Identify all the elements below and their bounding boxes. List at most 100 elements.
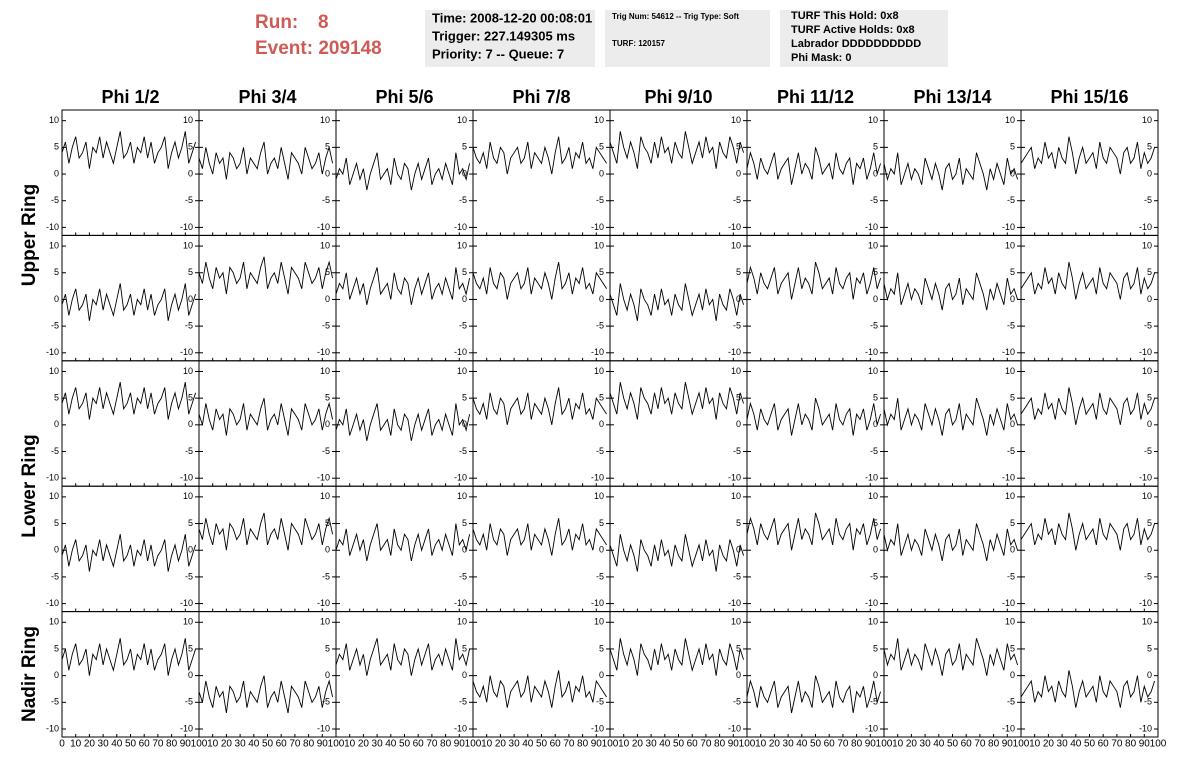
panel-frame: [198, 611, 337, 738]
y-tick-label: 10: [320, 240, 330, 250]
y-tick-label: 10: [594, 240, 604, 250]
x-tick-label: 70: [426, 739, 438, 750]
waveform: [1020, 261, 1155, 300]
x-tick-label: 80: [303, 739, 315, 750]
y-tick-label: 10: [594, 491, 604, 501]
panel-frame: [1020, 485, 1159, 613]
y-tick-label: 0: [1010, 419, 1015, 429]
info-line: TURF Active Holds: 0x8: [791, 24, 915, 36]
y-tick-label: -10: [1139, 222, 1152, 232]
y-tick-label: 10: [49, 366, 59, 376]
y-tick-label: 5: [325, 267, 330, 277]
y-tick-label: -10: [46, 347, 59, 357]
x-tick-label: 90: [591, 739, 603, 750]
y-tick-label: 0: [54, 294, 59, 304]
y-tick-label: 5: [462, 142, 467, 152]
y-tick-label: 0: [1147, 294, 1152, 304]
x-tick-label: 60: [413, 739, 425, 750]
y-tick-label: -5: [596, 446, 604, 456]
y-tick-label: 0: [736, 419, 741, 429]
y-tick-label: 10: [1005, 366, 1015, 376]
x-tick-label: 20: [632, 739, 644, 750]
x-tick-label: 60: [276, 739, 288, 750]
y-tick-label: -5: [459, 697, 467, 707]
waveform: [1020, 387, 1155, 425]
x-tick-label: 20: [84, 739, 96, 750]
x-tick-label: 30: [509, 739, 521, 750]
y-tick-label: 5: [462, 643, 467, 653]
waveform: [335, 638, 471, 676]
x-tick-label: 40: [111, 739, 123, 750]
y-tick-label: 5: [188, 643, 193, 653]
x-tick-label: 50: [947, 739, 959, 750]
y-tick-label: 0: [54, 670, 59, 680]
panel-frame: [746, 234, 885, 362]
x-tick-label: 50: [1084, 739, 1096, 750]
y-tick-label: 10: [868, 115, 878, 125]
y-tick-label: -10: [46, 473, 59, 483]
panel-frame: [61, 485, 200, 613]
y-tick-label: -10: [728, 723, 741, 733]
y-tick-label: -5: [1144, 195, 1152, 205]
run-label: Run:: [255, 12, 298, 33]
y-tick-label: 5: [1010, 518, 1015, 528]
x-tick-label: 30: [235, 739, 247, 750]
y-tick-label: 10: [868, 491, 878, 501]
y-tick-label: 10: [320, 491, 330, 501]
y-tick-label: -10: [591, 222, 604, 232]
y-tick-label: 0: [54, 168, 59, 178]
y-tick-label: -5: [733, 697, 741, 707]
y-tick-label: 5: [1147, 142, 1152, 152]
y-tick-label: -10: [46, 598, 59, 608]
panel-frame: [472, 360, 611, 487]
x-tick-label: 80: [851, 739, 863, 750]
y-tick-label: -5: [459, 195, 467, 205]
y-tick-label: -10: [865, 723, 878, 733]
panel-frame: [335, 360, 474, 487]
x-tick-label: 60: [550, 739, 562, 750]
y-tick-label: 0: [462, 670, 467, 680]
panel-frame: [472, 611, 611, 738]
y-tick-label: -5: [870, 571, 878, 581]
x-tick-label: 40: [796, 739, 808, 750]
y-tick-label: 10: [868, 617, 878, 627]
column-header: Phi 15/16: [1050, 87, 1128, 107]
y-tick-label: 5: [325, 643, 330, 653]
column-header: Phi 1/2: [101, 87, 159, 107]
x-tick-label: 40: [248, 739, 260, 750]
panel-frame: [198, 360, 337, 487]
waveform: [883, 152, 1019, 191]
x-tick-label: 90: [1002, 739, 1014, 750]
x-tick-label: 20: [221, 739, 233, 750]
y-tick-label: 10: [594, 115, 604, 125]
y-tick-label: -10: [317, 598, 330, 608]
y-tick-label: 10: [731, 617, 741, 627]
y-tick-label: 5: [1010, 267, 1015, 277]
info-line: Phi Mask: 0: [791, 52, 852, 64]
panel-frame: [1020, 360, 1159, 487]
x-tick-label: 80: [1125, 739, 1137, 750]
y-tick-label: -5: [51, 571, 59, 581]
y-tick-label: -10: [591, 723, 604, 733]
y-tick-label: -10: [180, 347, 193, 357]
event-number: Event: 209148: [255, 38, 382, 59]
y-tick-label: 10: [594, 366, 604, 376]
x-tick-label: 30: [920, 739, 932, 750]
y-tick-label: 5: [873, 142, 878, 152]
y-tick-label: 0: [599, 294, 604, 304]
x-tick-label: 80: [577, 739, 589, 750]
y-tick-label: 0: [325, 670, 330, 680]
y-tick-label: 5: [462, 393, 467, 403]
y-tick-label: 10: [457, 617, 467, 627]
y-tick-label: 0: [325, 294, 330, 304]
waveform: [198, 141, 334, 180]
y-tick-label: 5: [599, 518, 604, 528]
x-tick-label: 90: [1139, 739, 1151, 750]
y-tick-label: 0: [188, 168, 193, 178]
y-tick-label: -5: [459, 571, 467, 581]
y-tick-label: -10: [728, 473, 741, 483]
x-tick-label: 10: [207, 739, 219, 750]
y-tick-label: -5: [51, 446, 59, 456]
y-tick-label: 10: [1005, 617, 1015, 627]
y-tick-label: 5: [188, 518, 193, 528]
